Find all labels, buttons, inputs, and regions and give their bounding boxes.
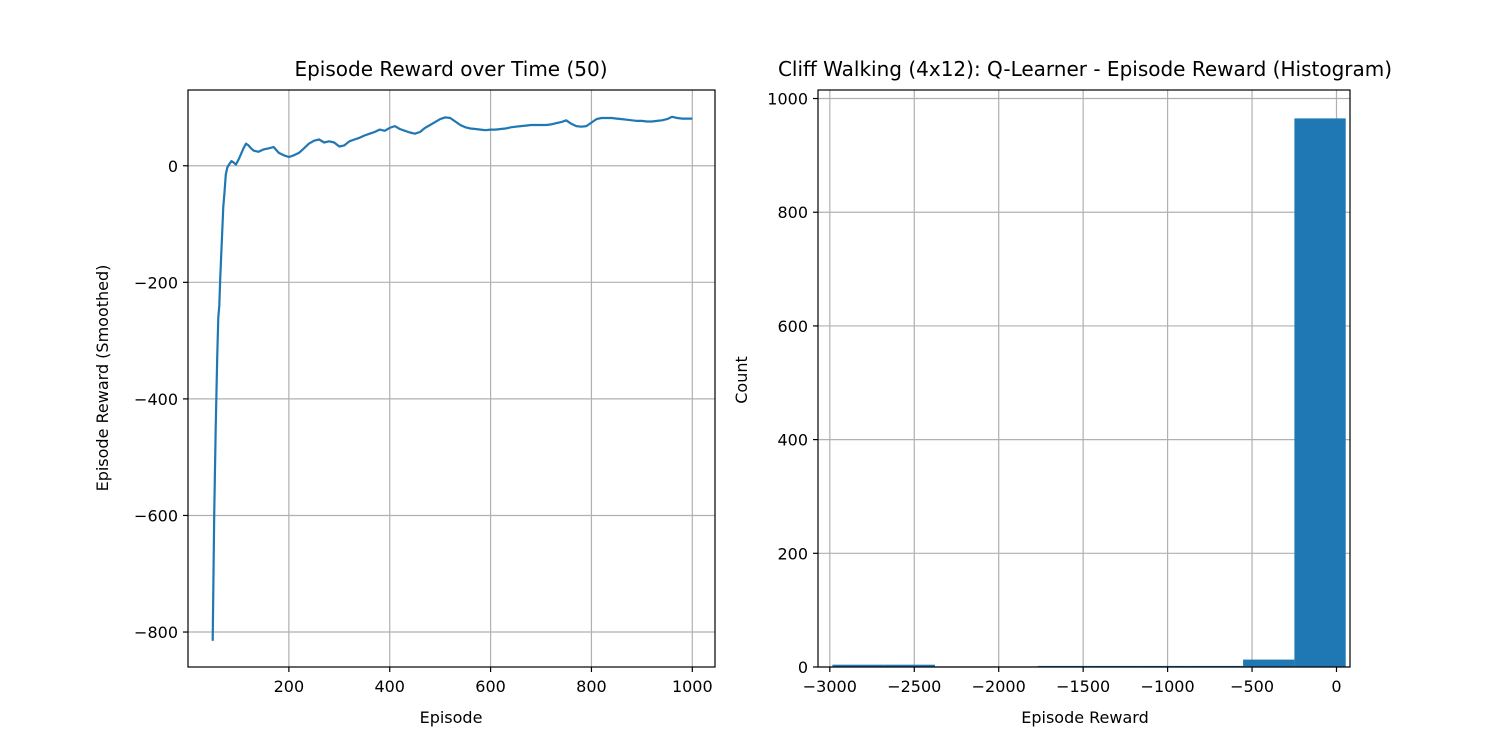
right-x-tick-label: −1500 xyxy=(1056,677,1110,696)
left-grid xyxy=(188,90,715,667)
right-y-tick-label: 600 xyxy=(777,317,808,336)
right-ticks: −3000 −2500 −2000 −1500 −1000 −500 0 0 200 400 600… xyxy=(767,90,1341,696)
right-chart-title: Cliff Walking (4x12): Q-Learner - Episod… xyxy=(778,57,1392,81)
right-x-tick-label: −2500 xyxy=(887,677,941,696)
left-x-tick-label: 1000 xyxy=(672,677,713,696)
reward-histogram-chart: −3000 −2500 −2000 −1500 −1000 −500 0 0 200 400 600… xyxy=(732,57,1392,727)
reward-series-line xyxy=(211,115,693,641)
right-y-tick-label: 800 xyxy=(777,203,808,222)
left-chart-title: Episode Reward over Time (50) xyxy=(294,57,607,81)
left-x-tick-label: 800 xyxy=(576,677,607,696)
histogram-bar xyxy=(883,664,935,667)
right-x-tick-label: 0 xyxy=(1331,677,1341,696)
histogram-bars xyxy=(832,118,1346,667)
right-x-tick-label: −3000 xyxy=(803,677,857,696)
left-y-tick-label: −600 xyxy=(134,506,178,525)
right-x-tick-label: −1000 xyxy=(1141,677,1195,696)
left-y-tick-label: −800 xyxy=(134,623,178,642)
left-x-tick-label: 400 xyxy=(374,677,405,696)
histogram-bar xyxy=(1294,118,1346,667)
right-grid xyxy=(818,90,1350,668)
left-y-axis-label: Episode Reward (Smoothed) xyxy=(93,265,112,492)
right-plot-frame xyxy=(817,89,1351,668)
right-x-tick-label: −500 xyxy=(1230,677,1274,696)
right-y-tick-label: 1000 xyxy=(767,90,808,109)
histogram-bar xyxy=(832,664,884,667)
left-x-tick-label: 200 xyxy=(274,677,305,696)
right-x-tick-label: −2000 xyxy=(972,677,1026,696)
left-x-tick-label: 600 xyxy=(475,677,506,696)
left-y-tick-label: −400 xyxy=(134,390,178,409)
right-y-tick-label: 200 xyxy=(777,544,808,563)
histogram-bar xyxy=(1243,659,1295,667)
left-plot-frame xyxy=(187,89,716,668)
right-x-axis-label: Episode Reward xyxy=(1021,708,1149,727)
left-y-tick-label: 0 xyxy=(168,157,178,176)
right-y-tick-label: 0 xyxy=(798,658,808,677)
right-y-axis-label: Count xyxy=(732,356,751,404)
left-x-axis-label: Episode xyxy=(420,708,483,727)
reward-line-chart: 200 400 600 800 1000 0 −200 −400 −600 −800 Episod… xyxy=(93,57,716,727)
left-ticks: 200 400 600 800 1000 0 −200 −400 −600 −800 xyxy=(134,157,713,696)
left-y-tick-label: −200 xyxy=(134,273,178,292)
right-y-tick-label: 400 xyxy=(777,431,808,450)
